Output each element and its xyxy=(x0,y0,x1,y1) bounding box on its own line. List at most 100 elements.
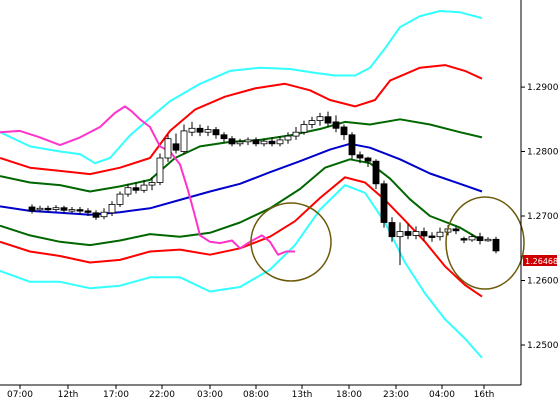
candle-body xyxy=(156,157,164,183)
candle-body xyxy=(372,160,380,185)
annotations xyxy=(250,196,525,290)
candle xyxy=(188,121,196,137)
candle xyxy=(276,136,284,147)
candle-body xyxy=(380,183,388,223)
candle xyxy=(52,205,60,212)
candle-body xyxy=(388,222,396,238)
candle-body xyxy=(60,207,68,211)
candle xyxy=(364,156,372,167)
x-tick-label: 17:00 xyxy=(103,390,129,400)
candle-body xyxy=(420,231,428,237)
candle-body xyxy=(476,236,484,241)
candle xyxy=(332,115,340,133)
candle xyxy=(28,204,36,214)
candle xyxy=(340,124,348,140)
price-badge-bg xyxy=(523,255,557,266)
candle xyxy=(60,205,68,213)
candle-body xyxy=(220,134,228,140)
candle xyxy=(484,237,492,242)
y-tick-label: 1.2800 xyxy=(527,148,558,158)
candle xyxy=(380,180,388,228)
candle xyxy=(324,111,332,127)
x-axis: 07:00 12th 17:00 22:00 03:00 08:00 13th 18:00 23… xyxy=(7,385,494,400)
candle xyxy=(172,133,180,154)
candle-body xyxy=(108,203,116,214)
y-tick-label: 1.2600 xyxy=(527,277,558,287)
candle-body xyxy=(44,207,52,211)
candle-body xyxy=(348,134,356,156)
candle xyxy=(460,236,468,244)
middle-band-line xyxy=(0,142,483,216)
candle-body xyxy=(212,129,220,136)
highlight-ellipse xyxy=(445,196,525,290)
candle xyxy=(292,127,300,140)
bollinger-outer-upper-line xyxy=(0,10,483,165)
candle-body xyxy=(52,207,60,210)
candle xyxy=(148,177,156,191)
current-price-label: 1.26468 xyxy=(525,257,558,266)
candle-body xyxy=(180,130,188,152)
candle-body xyxy=(308,120,316,125)
candle xyxy=(420,227,428,241)
x-tick-label: 08:00 xyxy=(243,390,269,400)
candle-body xyxy=(452,228,460,232)
candle-body xyxy=(148,182,156,186)
x-tick-label: 16th xyxy=(474,390,495,400)
candle xyxy=(212,127,220,139)
candle-body xyxy=(252,139,260,145)
candle xyxy=(476,232,484,245)
candle-body xyxy=(292,131,300,137)
candle-body xyxy=(396,231,404,238)
candle-body xyxy=(324,116,332,124)
candle xyxy=(84,208,92,216)
candle xyxy=(36,205,44,213)
y-tick-label: 1.2500 xyxy=(527,341,558,351)
candle-body xyxy=(356,154,364,159)
candle xyxy=(68,207,76,214)
candle xyxy=(268,137,276,147)
candle xyxy=(236,138,244,147)
candle xyxy=(220,132,228,143)
candle-body xyxy=(92,212,100,218)
x-tick-label: 22:00 xyxy=(149,390,175,400)
candle xyxy=(196,124,204,137)
candle xyxy=(140,179,148,193)
candle xyxy=(308,116,316,129)
candle xyxy=(108,201,116,216)
x-tick-label: 12th xyxy=(58,390,79,400)
bollinger-lower2-line xyxy=(0,176,483,298)
candle-body xyxy=(260,140,268,145)
candle-body xyxy=(316,116,324,121)
candle-body xyxy=(188,127,196,133)
x-tick-label: 07:00 xyxy=(7,390,33,400)
candle xyxy=(76,207,84,215)
candle xyxy=(124,183,132,197)
candle-body xyxy=(172,143,180,151)
x-tick-label: 18:00 xyxy=(336,390,362,400)
lagging-span-line xyxy=(0,105,295,256)
x-tick-label: 04:00 xyxy=(429,390,455,400)
candle xyxy=(468,234,476,242)
candle xyxy=(252,137,260,147)
candle xyxy=(204,125,212,137)
candle-body xyxy=(124,187,132,195)
candle-body xyxy=(140,184,148,191)
candle-body xyxy=(196,127,204,133)
candle xyxy=(300,120,308,135)
candle-body xyxy=(332,121,340,129)
candle xyxy=(316,112,324,126)
current-price-badge: 1.26468 xyxy=(523,255,558,266)
y-axis: 1.2900 1.2800 1.2700 1.2600 1.2500 xyxy=(521,83,558,351)
candle-body xyxy=(492,238,500,252)
candle xyxy=(492,236,500,254)
candle-body xyxy=(28,206,36,212)
candle xyxy=(132,182,140,194)
candle-body xyxy=(164,138,172,159)
candle-body xyxy=(468,236,476,241)
bollinger-upper2-line xyxy=(0,64,483,176)
x-tick-label: 13th xyxy=(292,390,313,400)
candle xyxy=(452,226,460,235)
candle xyxy=(244,137,252,146)
y-tick-label: 1.2900 xyxy=(527,83,558,93)
